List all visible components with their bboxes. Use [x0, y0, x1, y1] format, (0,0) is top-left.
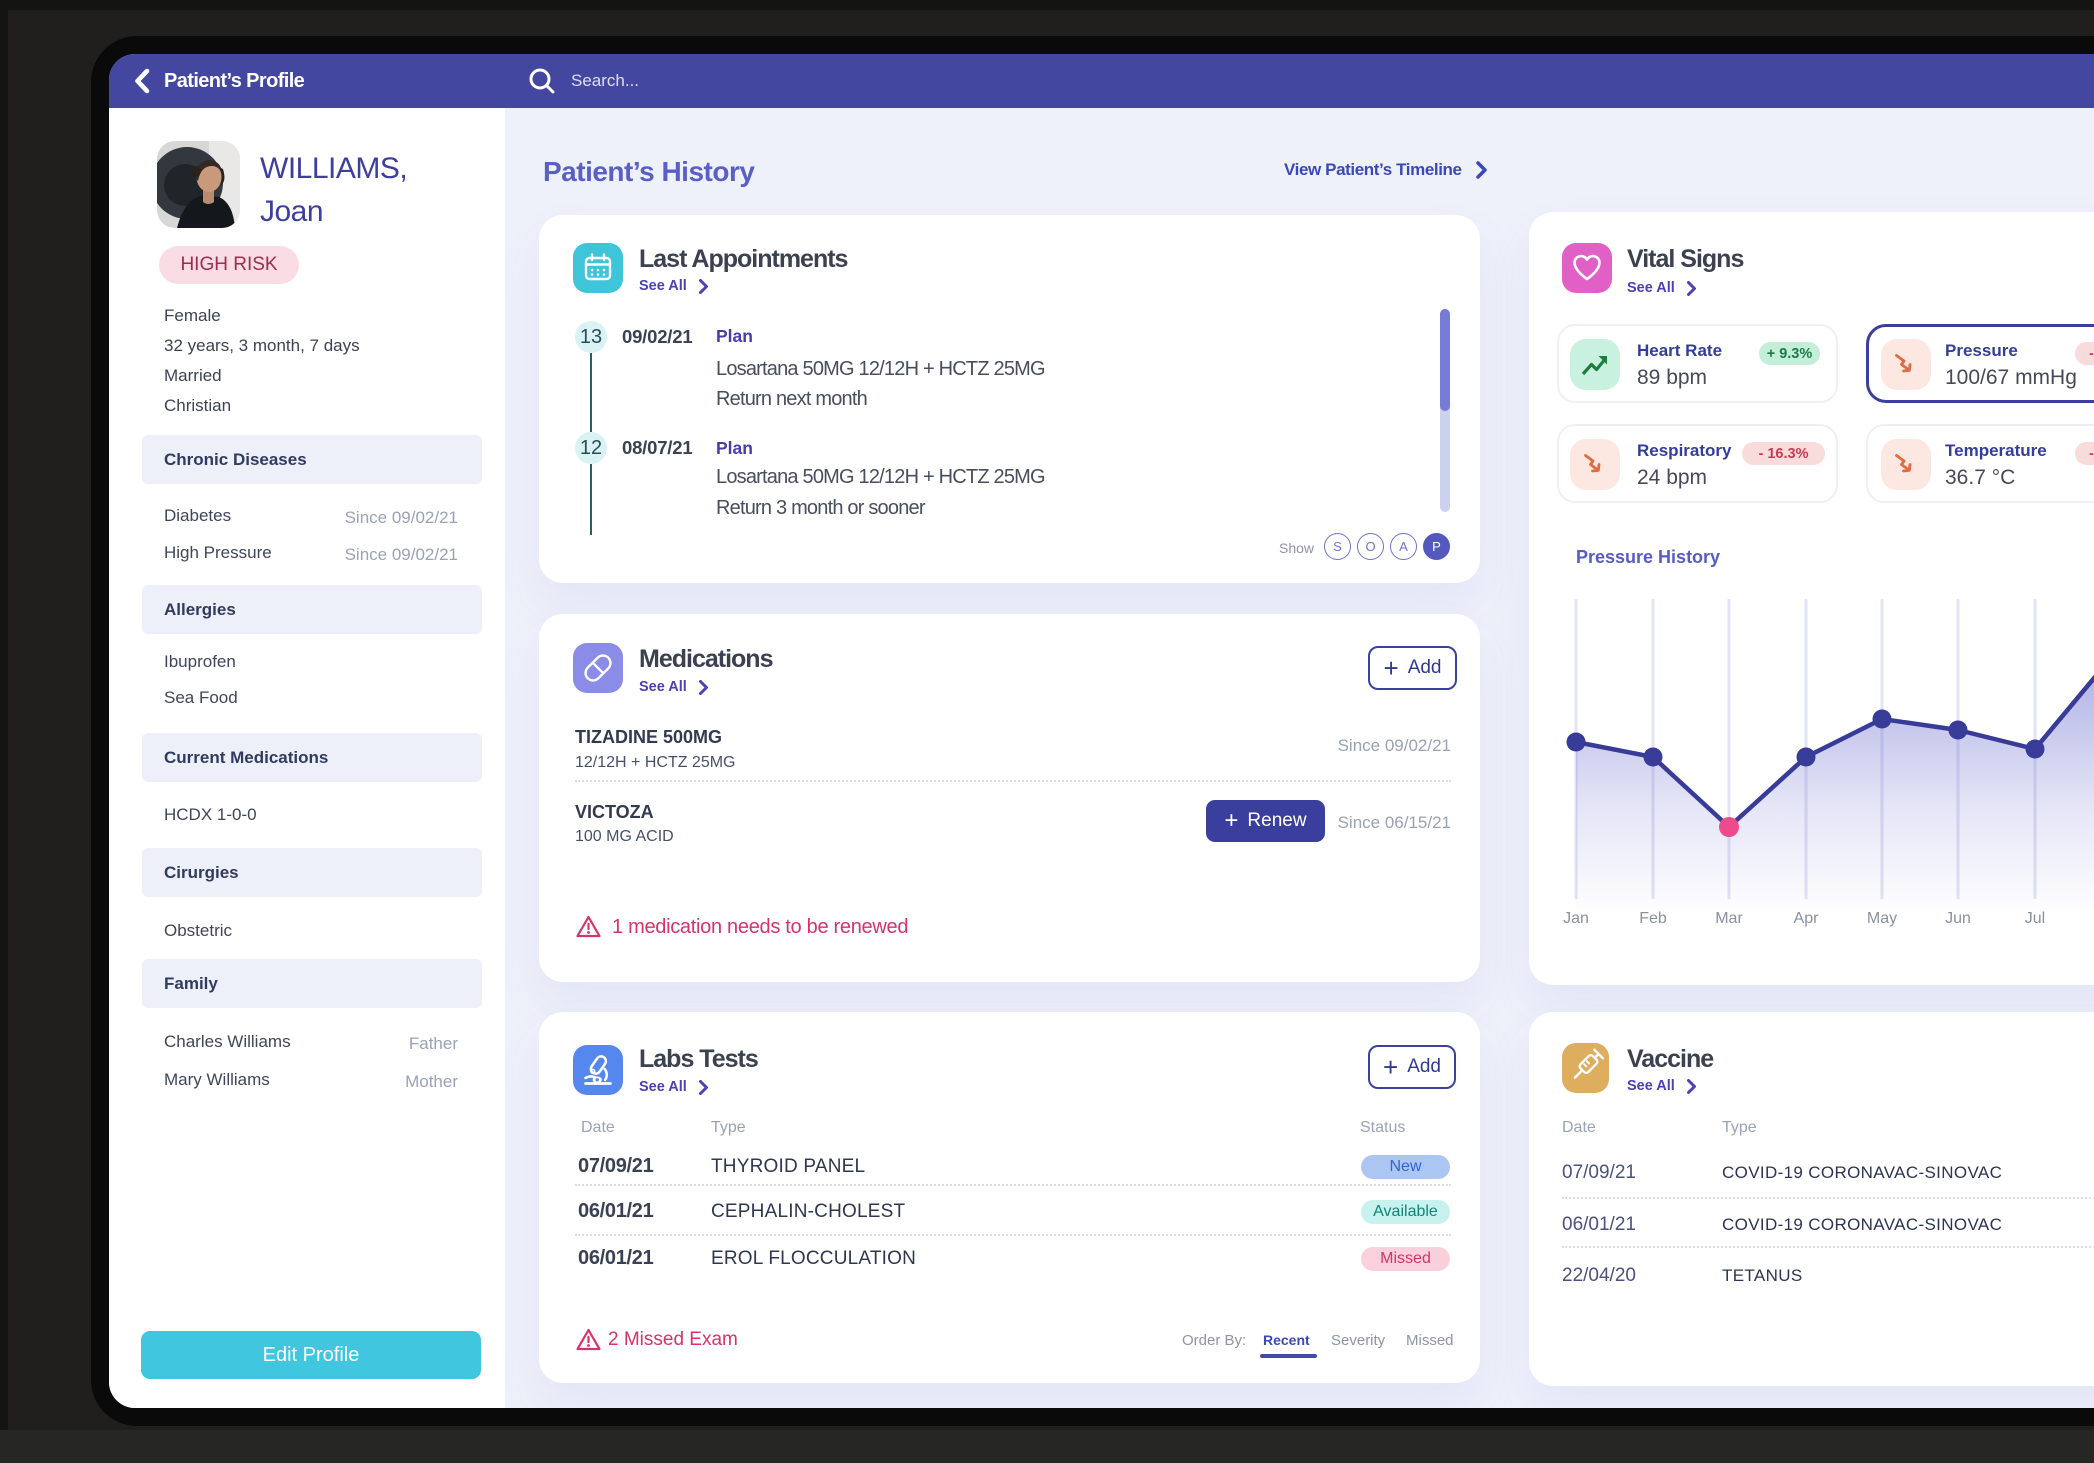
- svg-text:Jul: Jul: [2025, 910, 2045, 927]
- svg-text:Jun: Jun: [1945, 910, 1971, 927]
- svg-text:Jan: Jan: [1563, 910, 1589, 927]
- svg-text:Feb: Feb: [1639, 910, 1667, 927]
- svg-text:Apr: Apr: [1794, 910, 1820, 927]
- svg-text:May: May: [1867, 910, 1897, 927]
- svg-text:Mar: Mar: [1715, 910, 1743, 927]
